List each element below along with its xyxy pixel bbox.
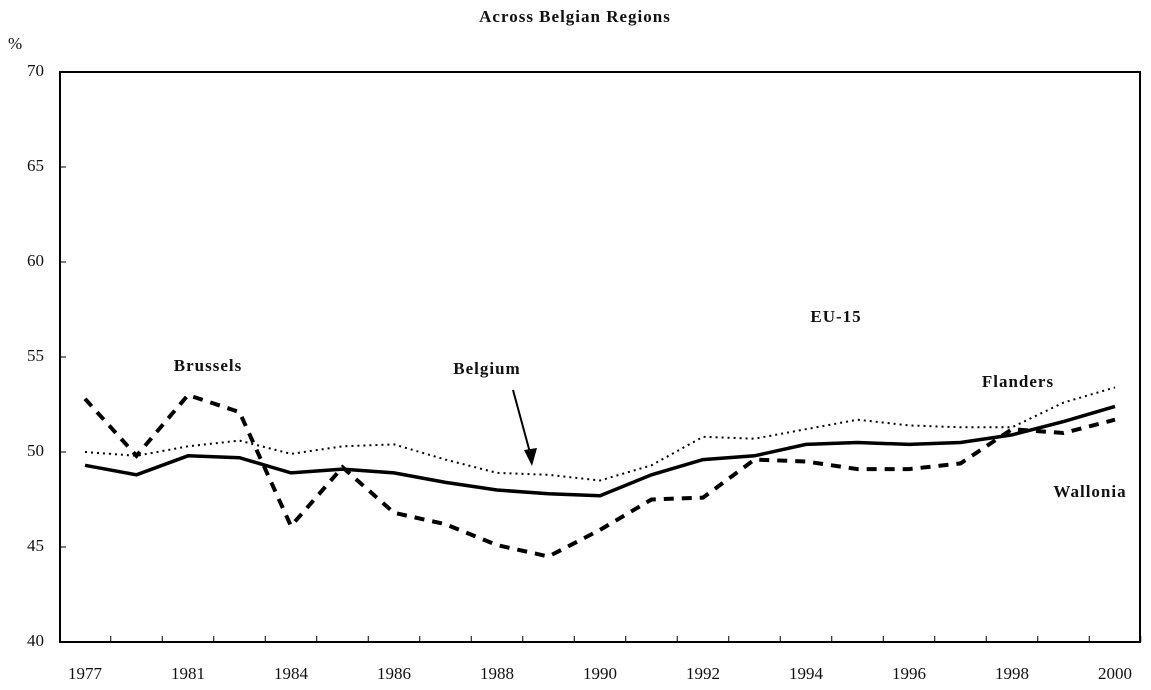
chart-title: Across Belgian Regions: [479, 7, 671, 26]
annotation: Brussels: [174, 356, 242, 375]
series-label: Wallonia: [1053, 482, 1126, 501]
x-tick-label: 1990: [583, 664, 617, 683]
y-unit: %: [8, 34, 22, 53]
y-tick-label: 50: [27, 441, 44, 460]
series-line: [84, 404, 1116, 498]
series-line: [83, 392, 1116, 559]
x-tick-label: 2000: [1098, 664, 1132, 683]
y-tick-label: 45: [27, 536, 44, 555]
arrow: [512, 389, 533, 461]
y-tick-label: 65: [27, 156, 44, 175]
x-tick-label: 1984: [274, 664, 309, 683]
series-line: [84, 386, 1116, 482]
y-tick-label: 60: [27, 251, 44, 270]
x-tick-label: 1996: [892, 664, 926, 683]
y-tick-label: 55: [27, 346, 44, 365]
x-tick-label: 1992: [686, 664, 720, 683]
series-label: Belgium: [453, 359, 520, 378]
annotation: EU-15: [810, 307, 861, 326]
x-tick-label: 1988: [480, 664, 514, 683]
x-tick-label: 1977: [68, 664, 103, 683]
x-tick-label: 1998: [995, 664, 1029, 683]
x-tick-label: 1994: [789, 664, 824, 683]
y-tick-label: 40: [27, 631, 44, 650]
series-label: Flanders: [982, 372, 1054, 391]
x-tick-label: 1986: [377, 664, 411, 683]
x-tick-label: 1981: [171, 664, 205, 683]
arrow-head: [524, 448, 537, 466]
y-tick-label: 70: [27, 61, 44, 80]
